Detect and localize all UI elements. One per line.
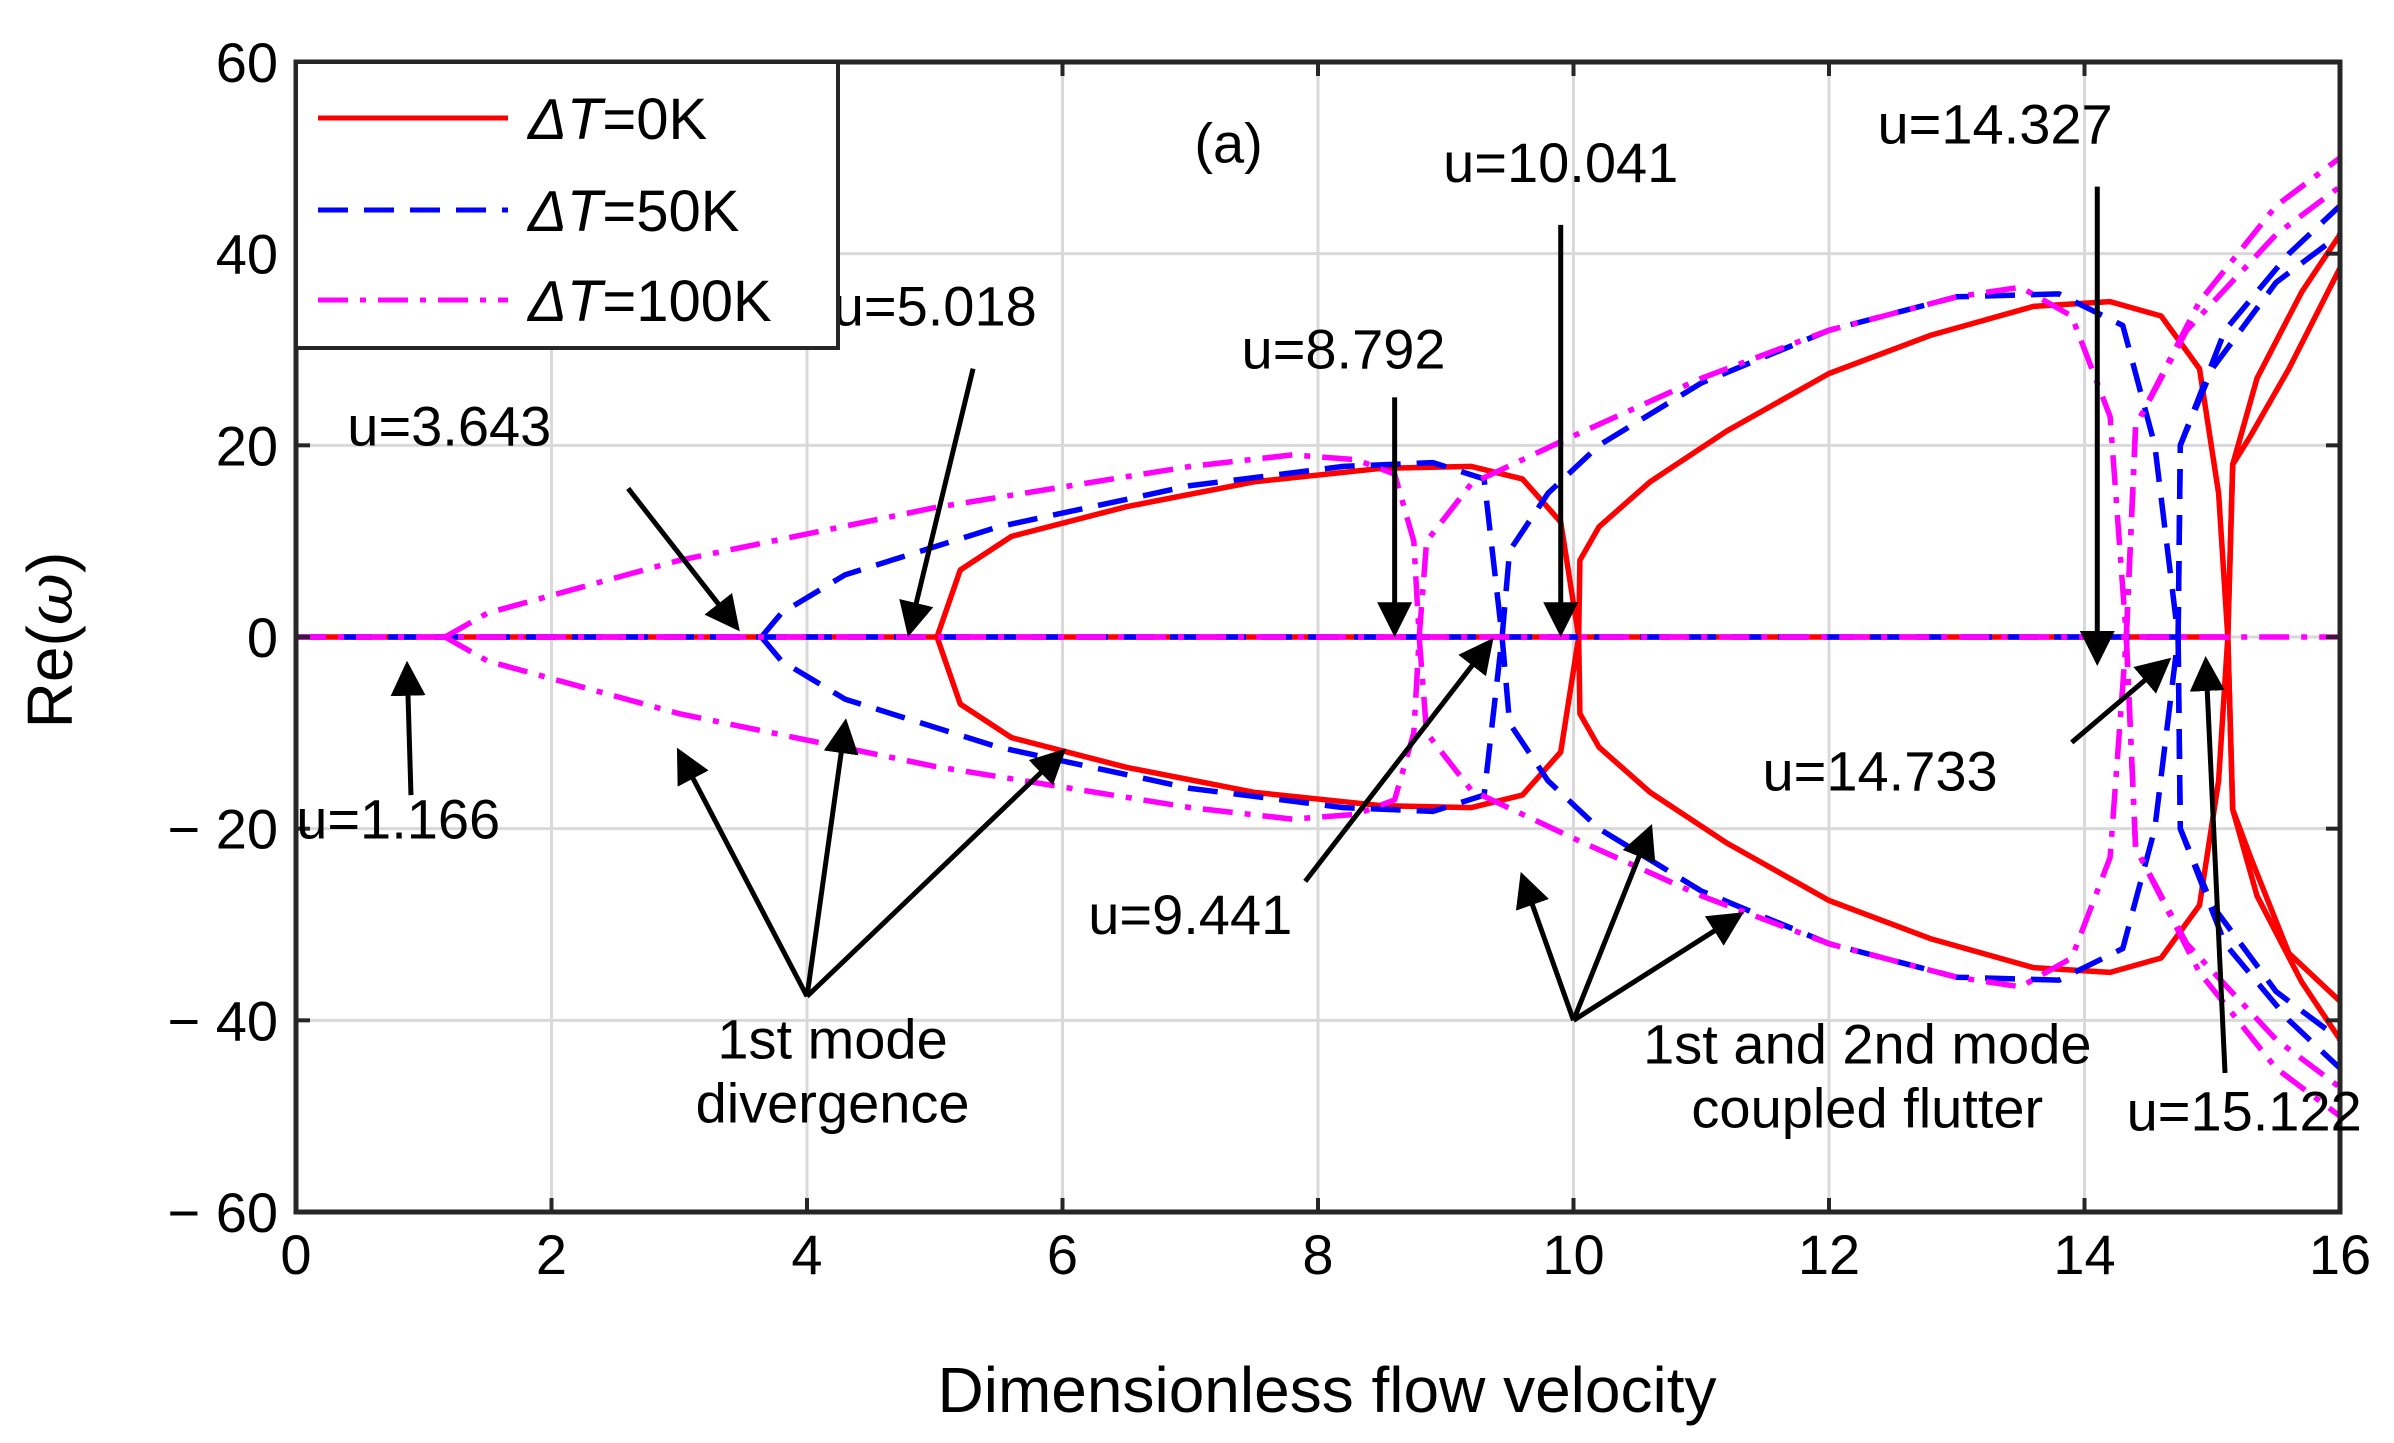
annotation-arrow	[676, 747, 810, 998]
series-1-branch-9	[2175, 636, 2342, 1071]
annotation-line: u=3.643	[347, 394, 551, 457]
x-tick-label: 2	[536, 1223, 567, 1286]
legend: ΔT=0K ΔT=50K ΔT=100K	[294, 60, 840, 350]
series-2-branch-7	[2123, 155, 2342, 638]
series-0-branch-9	[2225, 636, 2343, 1042]
annotation-arrow	[2189, 655, 2228, 1074]
legend-value-dt50: =50K	[602, 179, 739, 244]
legend-label-dt100: ΔT=100K	[526, 269, 772, 334]
series-1-branch-7	[2175, 203, 2342, 638]
legend-symbol-dt0: ΔT	[526, 87, 606, 152]
annotation-label: 1st mode divergence	[696, 1008, 970, 1135]
x-tick-label: 8	[1302, 1223, 1333, 1286]
annotation-label: u=3.643	[347, 394, 551, 457]
annotation-label: u=1.166	[296, 787, 500, 850]
y-label-prefix: Re(	[14, 625, 86, 728]
legend-value-dt100: =100K	[602, 269, 772, 334]
x-tick-label: 12	[1798, 1223, 1860, 1286]
annotation-arrow	[390, 660, 426, 796]
annotation-line: u=9.441	[1088, 883, 1292, 946]
annotation-arrow	[899, 368, 976, 638]
annotation-line: 1st mode	[717, 1008, 947, 1071]
panel-label: (a)	[1194, 112, 1262, 175]
annotation-arrow	[804, 718, 859, 997]
annotation-line: u=14.327	[1878, 92, 2113, 155]
annotation-label: u=5.018	[833, 275, 1037, 338]
series-layer	[296, 155, 2343, 1119]
y-tick-label: − 40	[167, 989, 278, 1052]
annotation-arrow	[626, 486, 740, 632]
annotation-label: u=14.733	[1763, 739, 1998, 802]
series-1-branch-2	[759, 635, 1505, 815]
legend-value-dt0: =0K	[602, 87, 707, 152]
series-0-branch-3	[1575, 298, 2231, 638]
y-label-symbol: ω	[14, 573, 88, 625]
annotation-line: 1st and 2nd mode	[1643, 1012, 2091, 1075]
series-1-branch-1	[759, 459, 1505, 639]
x-tick-label: 4	[791, 1223, 822, 1286]
y-axis-label: Re(ω)	[14, 552, 88, 729]
annotation-label: u=10.041	[1443, 131, 1678, 194]
annotation-line: u=14.733	[1763, 739, 1998, 802]
series-2-branch-3	[1416, 284, 2130, 638]
annotation-label: u=9.441	[1088, 883, 1292, 946]
x-axis-label: Dimensionless flow velocity	[938, 1354, 1717, 1426]
x-tick-label: 6	[1047, 1223, 1078, 1286]
annotation-label: u=15.122	[2127, 1080, 2362, 1143]
legend-label-dt0: ΔT=0K	[526, 87, 707, 152]
annotation-label: u=14.327	[1878, 92, 2113, 155]
annotation-label: u=8.792	[1242, 318, 1446, 381]
x-tick-label: 10	[1542, 1223, 1604, 1286]
annotation-arrow	[1303, 637, 1494, 883]
series-2-branch-9	[2123, 636, 2342, 1119]
x-tick-label: 14	[2053, 1223, 2115, 1286]
y-tick-label: − 60	[167, 1181, 278, 1244]
annotation-arrow	[805, 748, 1067, 999]
annotation-arrow	[1571, 824, 1656, 1022]
y-tick-label: 40	[216, 223, 278, 286]
x-tick-label: 0	[280, 1223, 311, 1286]
series-0-branch-7	[2225, 232, 2343, 638]
legend-symbol-dt50: ΔT	[526, 179, 606, 244]
y-tick-label: 0	[247, 606, 278, 669]
annotation-layer: u=1.166 u=3.643 u=5.018 u=8.792 u=10.041 u=9.…	[296, 92, 2362, 1142]
annotation-line: u=10.041	[1443, 131, 1678, 194]
annotation-line: u=1.166	[296, 787, 500, 850]
annotation-arrow	[1515, 871, 1576, 1022]
y-tick-label: 20	[216, 414, 278, 477]
series-2-branch-2	[443, 634, 1422, 822]
y-label-suffix: )	[14, 552, 86, 573]
annotation-line: divergence	[696, 1072, 970, 1135]
legend-symbol-dt100: ΔT	[526, 269, 606, 334]
annotation-line: u=8.792	[1242, 318, 1446, 381]
series-2-branch-4	[1416, 636, 2130, 990]
tick-layer: 0 2 4 6 8 10 12 14 16 60 40 20 0 − 20 − 40 − 60	[167, 31, 2371, 1286]
series-2-branch-1	[443, 452, 1422, 640]
x-tick-label: 16	[2309, 1223, 2371, 1286]
series-0-branch-4	[1575, 636, 2231, 976]
annotation-arrow	[1572, 912, 1744, 1023]
series-1-branch-6	[2175, 232, 2342, 638]
series-1-branch-3	[1499, 291, 2181, 638]
annotation-line: coupled flutter	[1691, 1076, 2043, 1139]
y-tick-label: 60	[216, 31, 278, 94]
annotation-arrow	[2070, 657, 2172, 745]
annotation-line: u=5.018	[833, 275, 1037, 338]
legend-label-dt50: ΔT=50K	[526, 179, 740, 244]
y-tick-label: − 20	[167, 798, 278, 861]
annotation-label: 1st and 2nd mode coupled flutter	[1643, 1012, 2091, 1139]
series-1-branch-4	[1499, 636, 2181, 983]
annotation-line: u=15.122	[2127, 1080, 2362, 1143]
